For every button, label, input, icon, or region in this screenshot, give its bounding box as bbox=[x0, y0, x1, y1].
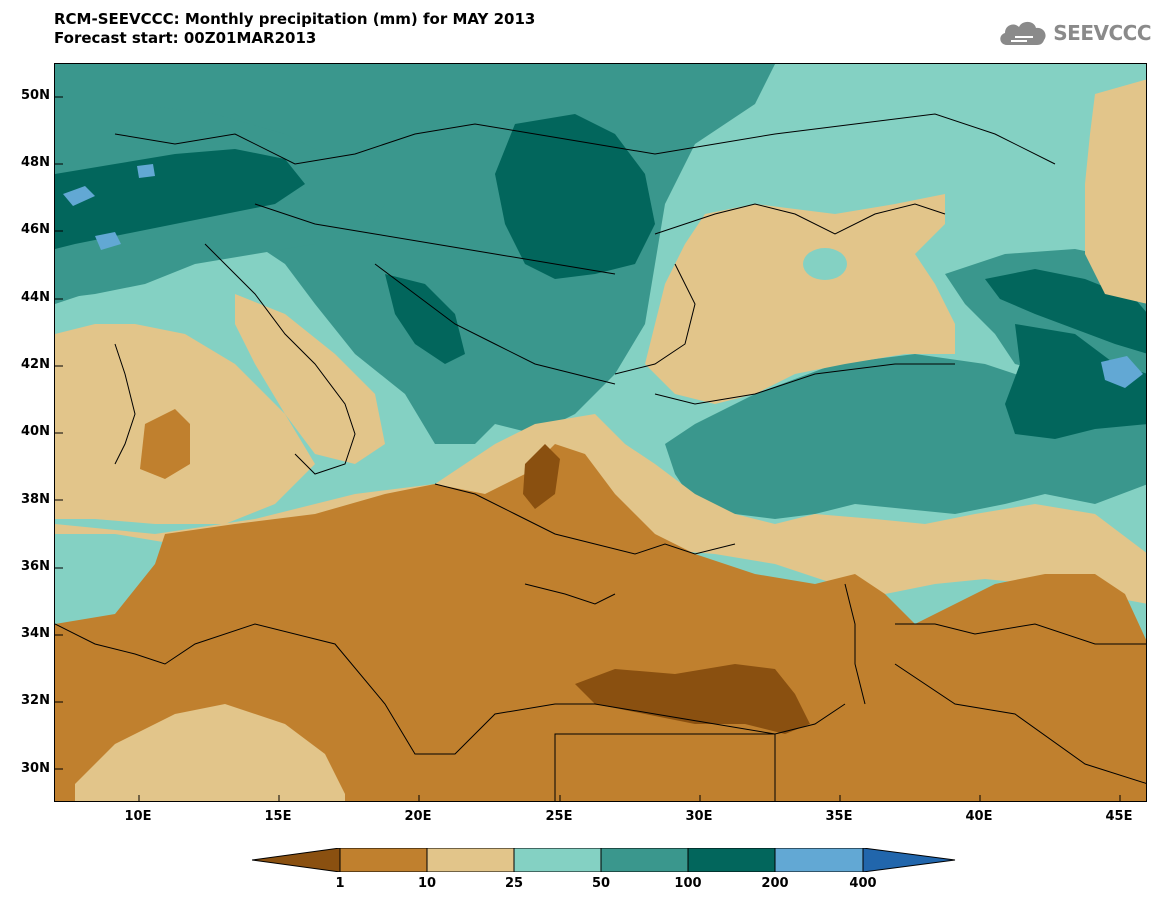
colorbar-label: 10 bbox=[417, 876, 437, 891]
cloud-icon bbox=[1000, 21, 1046, 45]
map-title: RCM-SEEVCCC: Monthly precipitation (mm) … bbox=[54, 10, 536, 28]
colorbar-segment-1-10 bbox=[339, 848, 428, 872]
lat-label: 42N bbox=[21, 357, 50, 372]
coastlines bbox=[55, 113, 1146, 801]
title-block: RCM-SEEVCCC: Monthly precipitation (mm) … bbox=[54, 10, 535, 48]
region-200-400-caucasus bbox=[1101, 356, 1143, 388]
region-1-10-south bbox=[55, 444, 1146, 801]
lon-label: 10E bbox=[124, 809, 152, 824]
region-200-400-alps-north bbox=[137, 164, 155, 178]
colorbar bbox=[252, 848, 956, 872]
region-100-200-caucasus-south bbox=[1005, 324, 1146, 439]
lat-label: 34N bbox=[21, 626, 50, 641]
colorbar-segment-200-400 bbox=[774, 848, 864, 872]
lon-label: 15E bbox=[264, 809, 292, 824]
tick-marks bbox=[55, 96, 1121, 801]
region-200-400-alps-west bbox=[63, 186, 95, 206]
region-10-25-adriatic bbox=[235, 294, 385, 464]
lat-label: 44N bbox=[21, 290, 50, 305]
lat-label: 46N bbox=[21, 222, 50, 237]
region-100-200-alps bbox=[55, 149, 305, 249]
lat-label: 50N bbox=[21, 88, 50, 103]
region-10-25-blacksea bbox=[645, 194, 955, 404]
map-canvas bbox=[55, 64, 1146, 801]
lat-label: 32N bbox=[21, 693, 50, 708]
colorbar-label: 1 bbox=[335, 876, 345, 891]
region-25-50-azov bbox=[803, 248, 847, 280]
colorbar-label: 100 bbox=[674, 876, 702, 891]
region-1-10-sardinia bbox=[140, 409, 190, 479]
lat-label: 36N bbox=[21, 559, 50, 574]
lon-label: 40E bbox=[965, 809, 993, 824]
precipitation-map bbox=[54, 63, 1147, 802]
colorbar-label: 200 bbox=[761, 876, 789, 891]
colorbar-label: 400 bbox=[849, 876, 877, 891]
colorbar-label: 50 bbox=[591, 876, 611, 891]
colorbar-segment-gt400 bbox=[862, 848, 956, 872]
forecast-start: Forecast start: 00Z01MAR2013 bbox=[54, 29, 317, 47]
region-lt1-egypt bbox=[575, 664, 810, 734]
lon-label: 45E bbox=[1105, 809, 1133, 824]
lon-label: 20E bbox=[404, 809, 432, 824]
lat-label: 38N bbox=[21, 492, 50, 507]
colorbar-label: 25 bbox=[504, 876, 524, 891]
region-100-200-balkans bbox=[385, 274, 465, 364]
colorbar-segment-10-25 bbox=[426, 848, 515, 872]
region-10-25-libya bbox=[75, 704, 345, 801]
lon-label: 30E bbox=[685, 809, 713, 824]
lon-label: 35E bbox=[825, 809, 853, 824]
lat-label: 48N bbox=[21, 155, 50, 170]
colorbar-segment-lt1 bbox=[252, 848, 341, 872]
colorbar-segment-25-50 bbox=[513, 848, 602, 872]
region-200-400-alps-east bbox=[95, 232, 121, 250]
lon-label: 25E bbox=[545, 809, 573, 824]
lat-label: 30N bbox=[21, 761, 50, 776]
colorbar-segment-50-100 bbox=[600, 848, 689, 872]
region-10-25-northeast bbox=[1085, 79, 1146, 304]
region-lt1-aegean bbox=[523, 444, 560, 509]
colorbar-segment-100-200 bbox=[687, 848, 776, 872]
logo-text: SEEVCCC bbox=[1053, 21, 1151, 45]
lat-label: 40N bbox=[21, 424, 50, 439]
seevccc-logo: SEEVCCC bbox=[997, 18, 1151, 48]
region-100-200-romania bbox=[495, 114, 655, 279]
